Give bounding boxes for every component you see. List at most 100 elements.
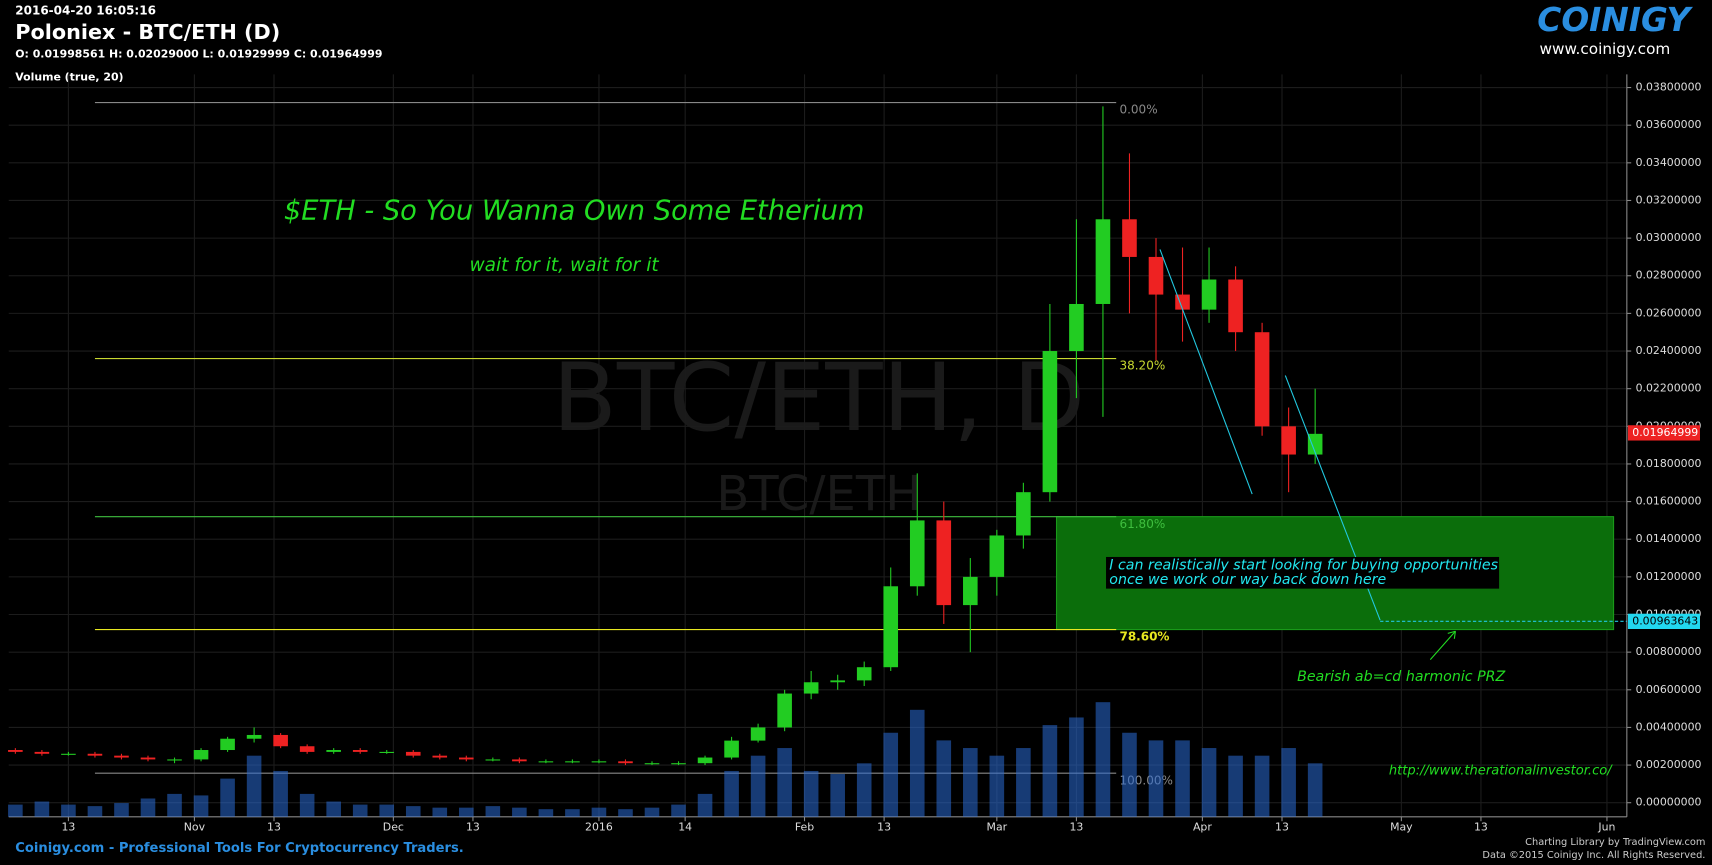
x-tick-label: Jun bbox=[1597, 821, 1615, 834]
volume-bar bbox=[512, 807, 527, 817]
y-tick-label: 0.02400000 bbox=[1636, 344, 1702, 357]
volume-bar bbox=[803, 770, 819, 817]
candle-body bbox=[34, 751, 50, 754]
y-tick-label: 0.03200000 bbox=[1636, 193, 1702, 206]
annotation-arrowhead bbox=[1447, 630, 1456, 639]
volume-bar bbox=[140, 798, 156, 817]
candle-body bbox=[618, 761, 633, 764]
volume-bar bbox=[989, 755, 1005, 817]
last-price-label-box bbox=[1627, 425, 1700, 441]
x-tick-label: 2016 bbox=[585, 821, 613, 834]
candle-body bbox=[432, 755, 448, 758]
y-tick-label: 0.02600000 bbox=[1636, 306, 1702, 319]
volume-bar bbox=[963, 748, 978, 817]
study-label: Volume (true, 20) bbox=[15, 71, 123, 84]
x-tick-label: 13 bbox=[1069, 821, 1083, 834]
annotation: once we work our way back down here bbox=[1109, 572, 1386, 588]
candle-body bbox=[644, 763, 660, 765]
volume-bar bbox=[379, 804, 395, 817]
candle-body bbox=[220, 738, 235, 751]
candle-body bbox=[512, 759, 527, 762]
y-tick-label: 0.03000000 bbox=[1636, 231, 1702, 244]
annotation: wait for it, wait for it bbox=[469, 255, 659, 276]
annotation-box bbox=[1106, 556, 1500, 589]
volume-bar bbox=[246, 755, 262, 817]
x-tick-label: Apr bbox=[1193, 821, 1212, 834]
y-tick-label: 0.00400000 bbox=[1636, 720, 1702, 733]
fib-label: 78.60% bbox=[1119, 630, 1169, 644]
volume-bar bbox=[1122, 732, 1137, 817]
volume-bar bbox=[405, 806, 421, 817]
x-tick-label: Dec bbox=[383, 821, 404, 834]
volume-bar bbox=[193, 795, 209, 817]
x-tick-label: 13 bbox=[267, 821, 281, 834]
volume-bar bbox=[273, 770, 288, 817]
x-tick-label: 13 bbox=[466, 821, 480, 834]
y-tick-label: 0.03400000 bbox=[1636, 156, 1702, 169]
x-tick-label: May bbox=[1390, 821, 1413, 834]
timestamp: 2016-04-20 16:05:16 bbox=[15, 4, 156, 18]
volume-bar bbox=[936, 740, 952, 817]
chart-title: Poloniex - BTC/ETH (D) bbox=[15, 20, 280, 44]
footer-rights: Data ©2015 Coinigy Inc. All Rights Reser… bbox=[1482, 850, 1705, 861]
candle-body bbox=[379, 751, 395, 753]
x-tick-label: Nov bbox=[184, 821, 206, 834]
candle-body bbox=[989, 535, 1005, 577]
candle-body bbox=[405, 751, 421, 756]
target-price-label: 0.00963643 bbox=[1632, 614, 1698, 627]
candle-body bbox=[963, 576, 978, 606]
fib-label: 0.00% bbox=[1119, 103, 1157, 117]
volume-bar bbox=[114, 803, 129, 817]
volume-bar bbox=[1228, 755, 1243, 817]
volume-bar bbox=[777, 748, 792, 817]
candle-body bbox=[87, 753, 103, 756]
trendline bbox=[1159, 249, 1253, 495]
candle-body bbox=[538, 761, 554, 763]
candle-body bbox=[246, 734, 262, 739]
volume-bar bbox=[618, 809, 633, 817]
volume-bar bbox=[1069, 717, 1084, 817]
candle-body bbox=[8, 750, 23, 752]
logo-url: www.coinigy.com bbox=[1539, 40, 1670, 58]
candle-body bbox=[140, 757, 156, 760]
candle-body bbox=[1148, 256, 1164, 295]
candle-body bbox=[1069, 303, 1084, 352]
annotation-arrow bbox=[1429, 630, 1456, 660]
volume-bar bbox=[34, 801, 50, 817]
fib-label: 61.80% bbox=[1119, 517, 1165, 531]
candle-body bbox=[114, 755, 129, 758]
volume-bar bbox=[856, 763, 872, 817]
volume-bar bbox=[883, 732, 899, 817]
footer-brand: Coinigy.com - Professional Tools For Cry… bbox=[15, 841, 463, 856]
candle-body bbox=[1228, 279, 1243, 333]
y-tick-label: 0.02200000 bbox=[1636, 382, 1702, 395]
candle-body bbox=[326, 750, 341, 752]
logo-brand: COINIGY bbox=[1537, 1, 1693, 39]
candle-body bbox=[299, 746, 315, 752]
y-tick-label: 0.01200000 bbox=[1636, 570, 1702, 583]
x-tick-label: 13 bbox=[877, 821, 891, 834]
x-tick-label: 13 bbox=[1474, 821, 1488, 834]
annotation: http://www.therationalinvestor.co/ bbox=[1389, 763, 1613, 778]
y-tick-label: 0.01600000 bbox=[1636, 495, 1702, 508]
volume-bar bbox=[697, 793, 713, 817]
candle-body bbox=[273, 734, 288, 747]
ohlc: O: 0.01998561 H: 0.02029000 L: 0.0192999… bbox=[15, 48, 382, 61]
candle-body bbox=[193, 750, 209, 760]
candle-body bbox=[909, 520, 925, 587]
volume-bar bbox=[352, 804, 368, 817]
candle-body bbox=[750, 727, 766, 741]
y-tick-label: 0.01800000 bbox=[1636, 457, 1702, 470]
y-tick-label: 0.00000000 bbox=[1636, 796, 1702, 809]
candle-body bbox=[883, 586, 899, 668]
target-price-label-box bbox=[1627, 613, 1700, 629]
y-tick-label: 0.00800000 bbox=[1636, 645, 1702, 658]
volume-bar bbox=[591, 807, 607, 817]
volume-bar bbox=[87, 806, 103, 817]
volume-bar bbox=[1095, 702, 1111, 817]
volume-bar bbox=[538, 809, 554, 817]
volume-bar bbox=[1254, 755, 1270, 817]
volume-bar bbox=[485, 806, 501, 817]
candle-body bbox=[1307, 433, 1323, 455]
